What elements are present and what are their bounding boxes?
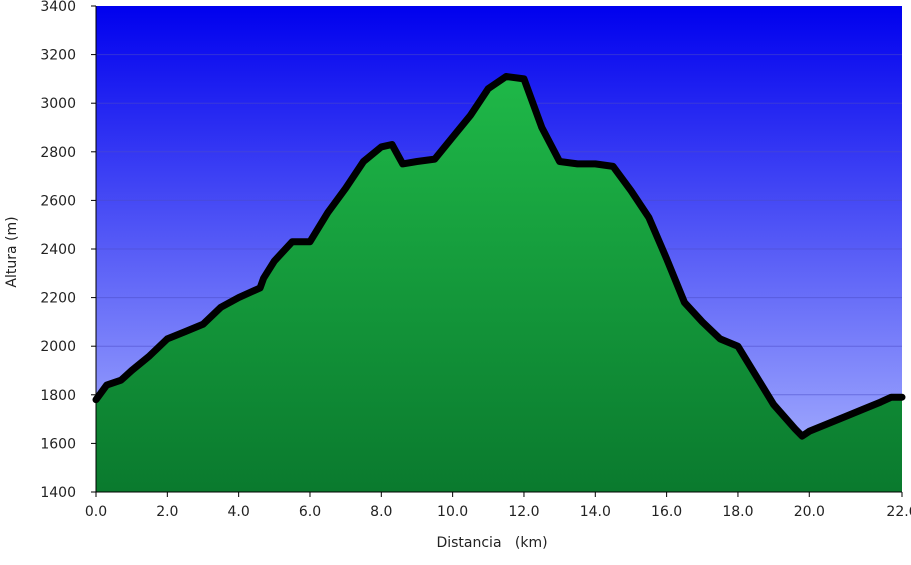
x-tick-label: 0.0 [85, 504, 107, 520]
elevation-line [92, 73, 906, 440]
x-tick-label: 2.0 [156, 504, 178, 520]
y-tick-label: 3000 [40, 96, 76, 112]
x-tick-label: 14.0 [580, 504, 611, 520]
y-tick-label: 2400 [40, 242, 76, 258]
y-tick-label: 3400 [40, 0, 76, 15]
y-tick-label: 2000 [40, 339, 76, 355]
y-axis-ticks: 1400 1600 1800 2000 2200 2400 2600 2800 3000 3200… [40, 0, 96, 501]
x-axis-title: Distancia (km) [436, 535, 547, 551]
x-tick-label: 12.0 [508, 504, 539, 520]
x-tick-label: 16.0 [651, 504, 682, 520]
x-tick-label: 20.0 [794, 504, 825, 520]
y-tick-label: 3200 [40, 48, 76, 64]
y-tick-label: 1800 [40, 388, 76, 404]
y-tick-label: 2800 [40, 145, 76, 161]
y-tick-label: 2600 [40, 193, 76, 209]
y-axis-title: Altura (m) [4, 216, 20, 287]
x-tick-label: 10.0 [437, 504, 468, 520]
y-tick-label: 2200 [40, 291, 76, 307]
x-tick-label: 18.0 [722, 504, 753, 520]
x-tick-label: 8.0 [370, 504, 392, 520]
y-tick-label: 1400 [40, 485, 76, 501]
x-tick-label: 6.0 [299, 504, 321, 520]
elevation-area [96, 76, 902, 492]
y-tick-label: 1600 [40, 436, 76, 452]
x-tick-label: 22.6 [886, 504, 911, 520]
x-axis-ticks: 0.0 2.0 4.0 6.0 8.0 10.0 12.0 14.0 16.0 18.0 20.0 2… [85, 492, 911, 520]
x-tick-label: 4.0 [228, 504, 250, 520]
